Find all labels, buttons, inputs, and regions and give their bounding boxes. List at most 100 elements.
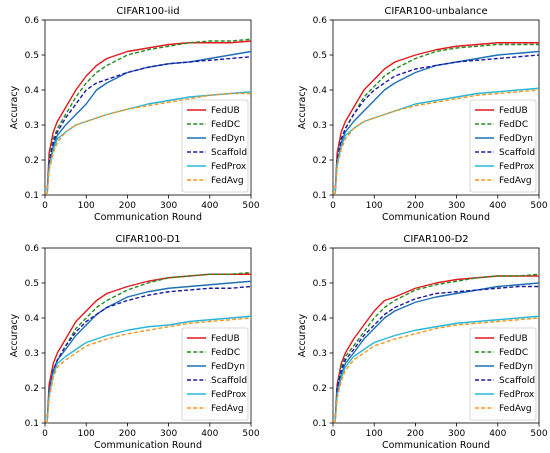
chart-panel-cifar100-unbalance: CIFAR100-unbalance 0 100 200 300 400 500 0.1 0.2… <box>297 6 548 223</box>
chart-title: CIFAR100-D1 <box>115 234 180 245</box>
legend-entry-feddc: FedDC <box>211 348 240 358</box>
legend-entry-fedub: FedUB <box>211 106 240 116</box>
legend-entry-fedub: FedUB <box>211 334 240 344</box>
legend: FedUB FedDC FedDyn Scaffold FedProx FedAvg <box>181 99 249 193</box>
series-line-fedub <box>334 42 539 195</box>
x-tick-label: 500 <box>242 201 259 211</box>
series-line-fedavg <box>46 92 251 195</box>
y-tick-label: 0.2 <box>313 156 327 166</box>
series-line-fedprox <box>46 315 251 423</box>
x-tick-label: 200 <box>407 201 424 211</box>
x-tick-label: 0 <box>330 429 336 439</box>
x-tick-label: 200 <box>407 429 424 439</box>
y-tick-label: 0.2 <box>313 384 327 394</box>
legend-box <box>181 327 249 421</box>
series-line-feddc <box>334 273 539 423</box>
y-tick-label: 0.5 <box>313 51 327 61</box>
series-line-scaffold <box>46 56 251 195</box>
chart-title: CIFAR100-unbalance <box>384 6 487 17</box>
legend-entry-feddyn: FedDyn <box>211 362 245 372</box>
series-line-fedavg <box>46 317 251 423</box>
series-line-scaffold <box>334 285 539 423</box>
x-tick-label: 300 <box>448 429 465 439</box>
x-tick-label: 200 <box>119 201 136 211</box>
series-line-fedavg <box>334 89 539 195</box>
y-axis-label: Accuracy <box>9 85 20 129</box>
y-tick-label: 0.6 <box>313 16 328 26</box>
legend-entry-fedprox: FedProx <box>499 162 535 172</box>
x-tick-label: 100 <box>78 201 95 211</box>
legend: FedUB FedDC FedDyn Scaffold FedProx FedAvg <box>181 327 249 421</box>
legend-entry-scaffold: Scaffold <box>499 376 535 386</box>
y-tick-label: 0.3 <box>313 349 327 359</box>
x-tick-label: 300 <box>160 201 177 211</box>
y-tick-label: 0.2 <box>25 156 39 166</box>
series-line-feddyn <box>334 50 539 195</box>
x-axis-label: Communication Round <box>382 212 490 223</box>
x-tick-label: 0 <box>42 429 48 439</box>
chart-panel-cifar100-d2: CIFAR100-D2 0 100 200 300 400 500 0.1 0.2 0.3 0.4 0… <box>297 234 548 451</box>
y-axis-label: Accuracy <box>9 313 20 357</box>
x-axis-label: Communication Round <box>94 212 202 223</box>
legend-entry-feddyn: FedDyn <box>499 134 533 144</box>
chart-panel-cifar100-d1: CIFAR100-D1 0 100 200 300 400 500 0.1 0.2 0.3 0.4 0… <box>9 234 260 451</box>
series-line-fedprox <box>334 315 539 423</box>
y-tick-label: 0.6 <box>25 16 40 26</box>
legend-entry-fedprox: FedProx <box>499 390 535 400</box>
legend-entry-fedub: FedUB <box>499 334 528 344</box>
series-line-scaffold <box>334 54 539 195</box>
legend-entry-fedprox: FedProx <box>211 162 247 172</box>
legend-entry-fedub: FedUB <box>499 106 528 116</box>
legend: FedUB FedDC FedDyn Scaffold FedProx FedAvg <box>469 327 537 421</box>
legend-box <box>469 327 537 421</box>
y-tick-label: 0.4 <box>25 86 40 96</box>
x-tick-label: 100 <box>366 201 383 211</box>
legend-entry-feddyn: FedDyn <box>499 362 533 372</box>
legend-entry-fedavg: FedAvg <box>499 176 532 186</box>
legend-entry-fedavg: FedAvg <box>499 404 532 414</box>
chart-panel-cifar100-iid: CIFAR100-iid 0 100 200 300 400 500 0.1 0.2 0.3 0.4… <box>9 6 260 223</box>
y-tick-label: 0.1 <box>25 419 39 429</box>
series-line-feddyn <box>46 50 251 195</box>
legend-entry-feddc: FedDC <box>211 120 240 130</box>
series-line-fedavg <box>334 317 539 423</box>
x-tick-label: 100 <box>78 429 95 439</box>
y-axis-label: Accuracy <box>297 313 308 357</box>
series-line-feddyn <box>334 282 539 423</box>
y-tick-label: 0.4 <box>313 314 328 324</box>
y-tick-label: 0.1 <box>313 191 327 201</box>
x-axis-label: Communication Round <box>94 440 202 451</box>
x-tick-label: 500 <box>530 429 547 439</box>
legend-entry-fedprox: FedProx <box>211 390 247 400</box>
y-tick-label: 0.6 <box>25 244 40 254</box>
chart-title: CIFAR100-D2 <box>403 234 468 245</box>
x-tick-label: 300 <box>448 201 465 211</box>
legend-entry-scaffold: Scaffold <box>499 148 535 158</box>
legend-entry-feddc: FedDC <box>499 348 528 358</box>
y-tick-label: 0.4 <box>313 86 328 96</box>
x-tick-label: 400 <box>489 429 506 439</box>
y-tick-label: 0.5 <box>25 51 39 61</box>
y-tick-label: 0.5 <box>25 279 39 289</box>
legend: FedUB FedDC FedDyn Scaffold FedProx FedAvg <box>469 99 537 193</box>
series-line-fedprox <box>334 87 539 195</box>
series-line-scaffold <box>46 285 251 423</box>
x-tick-label: 100 <box>366 429 383 439</box>
legend-entry-scaffold: Scaffold <box>211 376 247 386</box>
legend-entry-feddc: FedDC <box>499 120 528 130</box>
series-line-fedub <box>46 273 251 423</box>
y-tick-label: 0.4 <box>25 314 40 324</box>
legend-entry-scaffold: Scaffold <box>211 148 247 158</box>
x-tick-label: 0 <box>42 201 48 211</box>
y-tick-label: 0.1 <box>25 191 39 201</box>
y-tick-label: 0.6 <box>313 244 328 254</box>
x-axis-label: Communication Round <box>382 440 490 451</box>
x-tick-label: 400 <box>489 201 506 211</box>
legend-entry-fedavg: FedAvg <box>211 176 244 186</box>
x-tick-label: 0 <box>330 201 336 211</box>
x-tick-label: 400 <box>201 201 218 211</box>
x-tick-label: 200 <box>119 429 136 439</box>
y-axis-label: Accuracy <box>297 85 308 129</box>
series-line-feddc <box>46 38 251 195</box>
